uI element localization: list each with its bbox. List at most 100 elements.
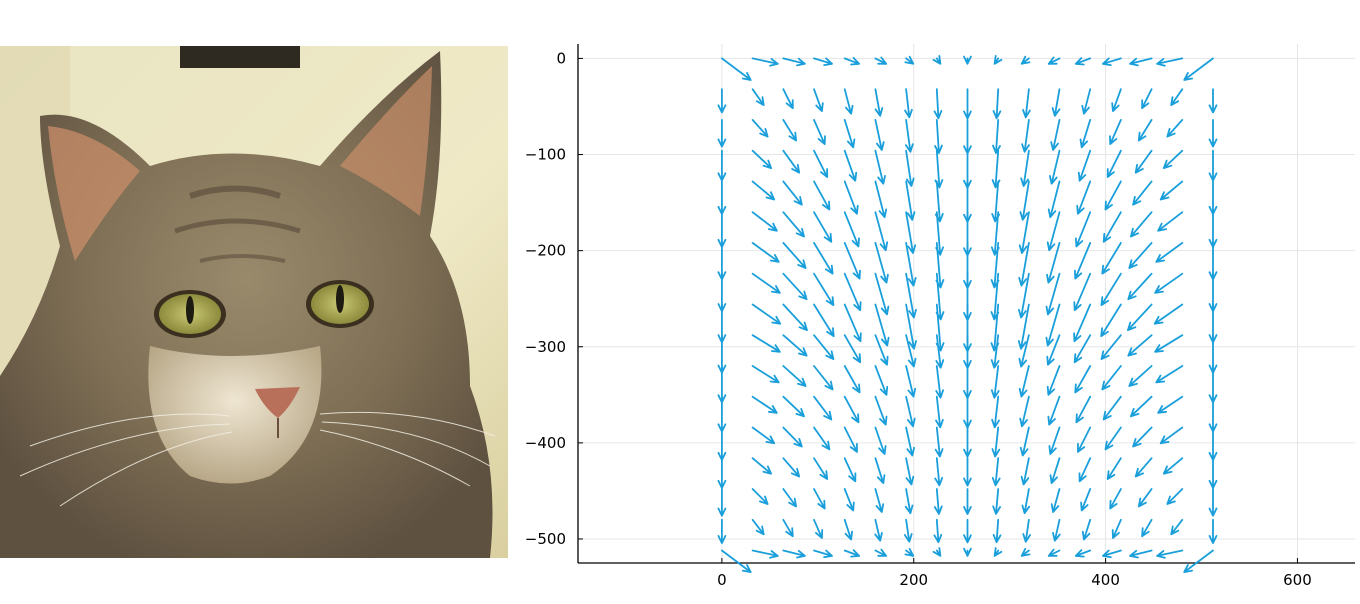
vector-arrow [751,119,769,138]
vector-arrow [717,457,727,489]
vector-arrow [782,57,806,67]
vector-arrow [1162,457,1184,475]
vector-arrow [813,149,829,178]
vector-arrow [1047,180,1061,219]
vector-arrow [751,334,781,353]
vector-arrow [905,119,914,153]
vector-arrow [1102,549,1122,559]
vector-arrow [963,426,972,458]
vector-arrow [1102,57,1122,66]
vector-arrow [1111,518,1122,539]
vector-arrow [904,88,913,119]
vector-arrow [782,334,808,357]
vector-arrow [1052,518,1061,542]
x-tick-label: 600 [1283,571,1312,589]
vector-arrow [1130,211,1153,238]
vector-arrow [905,211,917,254]
vector-arrow [782,518,794,538]
vector-arrow [1018,211,1030,254]
vector-arrow [1019,180,1030,221]
vector-arrow [905,180,916,221]
vector-arrow [1077,426,1092,453]
vector-arrow [1156,549,1184,559]
vector-arrow [717,88,727,114]
vector-arrow [963,488,972,515]
vector-arrow [905,242,917,287]
vector-arrow [874,426,887,455]
vector-arrow [991,395,1000,429]
vector-arrow [1183,57,1214,81]
y-tick-label: −300 [525,338,566,356]
vector-arrow [1020,547,1031,557]
vector-arrow [1128,365,1153,387]
vector-arrow [843,395,860,424]
vector-arrow [782,211,805,238]
vector-arrow [905,334,917,368]
vector-arrow [813,303,835,337]
vector-arrow [1021,488,1031,515]
vector-arrow [751,365,780,384]
vector-arrow [1208,426,1218,461]
vector-arrow [843,57,860,66]
vector-arrow [813,395,833,421]
vector-arrow [782,149,801,174]
vector-arrow [1046,242,1061,284]
vector-arrow [1208,211,1218,248]
vector-arrow [843,211,860,248]
vector-arrow [1074,242,1092,280]
vector-arrow [813,365,834,391]
vector-arrow [1017,303,1030,350]
vector-arrow [717,518,727,544]
vector-arrow [1073,303,1092,343]
vector-arrow [751,211,778,232]
vector-arrow [963,518,972,544]
vector-arrow [905,426,915,457]
vector-arrow [1020,55,1031,65]
vector-arrow [1020,149,1030,187]
vector-arrow [751,272,781,294]
vector-arrow [717,149,727,182]
vector-arrow [1208,149,1218,182]
vector-arrow [1109,488,1122,510]
vector-arrow [1208,180,1218,215]
vector-arrow [1079,119,1092,149]
vector-arrow [874,272,890,316]
vector-arrow [1127,272,1153,301]
vector-arrow [1170,88,1184,106]
vector-arrow [963,55,972,65]
vector-arrow [963,365,972,399]
vector-arrow [990,334,1000,369]
vector-arrow [1166,488,1184,505]
vector-arrow [751,88,765,106]
vector-arrow [751,180,776,201]
vector-arrow [934,426,944,458]
vector-arrow [813,272,835,306]
vector-arrow [717,180,727,215]
vector-arrow [1157,395,1184,414]
vector-arrow [843,303,862,343]
vector-arrow [1128,242,1153,269]
vector-arrow [1170,518,1184,536]
vector-arrow [751,303,782,325]
vector-arrow [813,242,834,275]
vector-arrow [1019,426,1030,457]
vector-arrow [874,303,890,347]
vector-arrow [963,88,972,120]
vector-arrow [1137,119,1153,142]
vector-arrow [843,488,855,512]
vector-arrow [1078,457,1092,483]
vector-arrow [1100,272,1122,306]
vector-arrow [1141,518,1153,538]
vector-arrow [1208,88,1218,114]
vector-arrow [1050,119,1061,151]
vector-arrow [782,395,805,418]
vector-arrow [1077,149,1092,182]
vector-arrow [905,365,917,398]
vector-arrow [992,119,1001,154]
vector-arrow [751,518,765,536]
vector-arrow [1208,119,1218,148]
x-tick-label: 400 [1091,571,1120,589]
vector-arrow [1075,395,1092,424]
vector-arrow [1081,88,1092,115]
vector-arrow [1080,488,1092,512]
